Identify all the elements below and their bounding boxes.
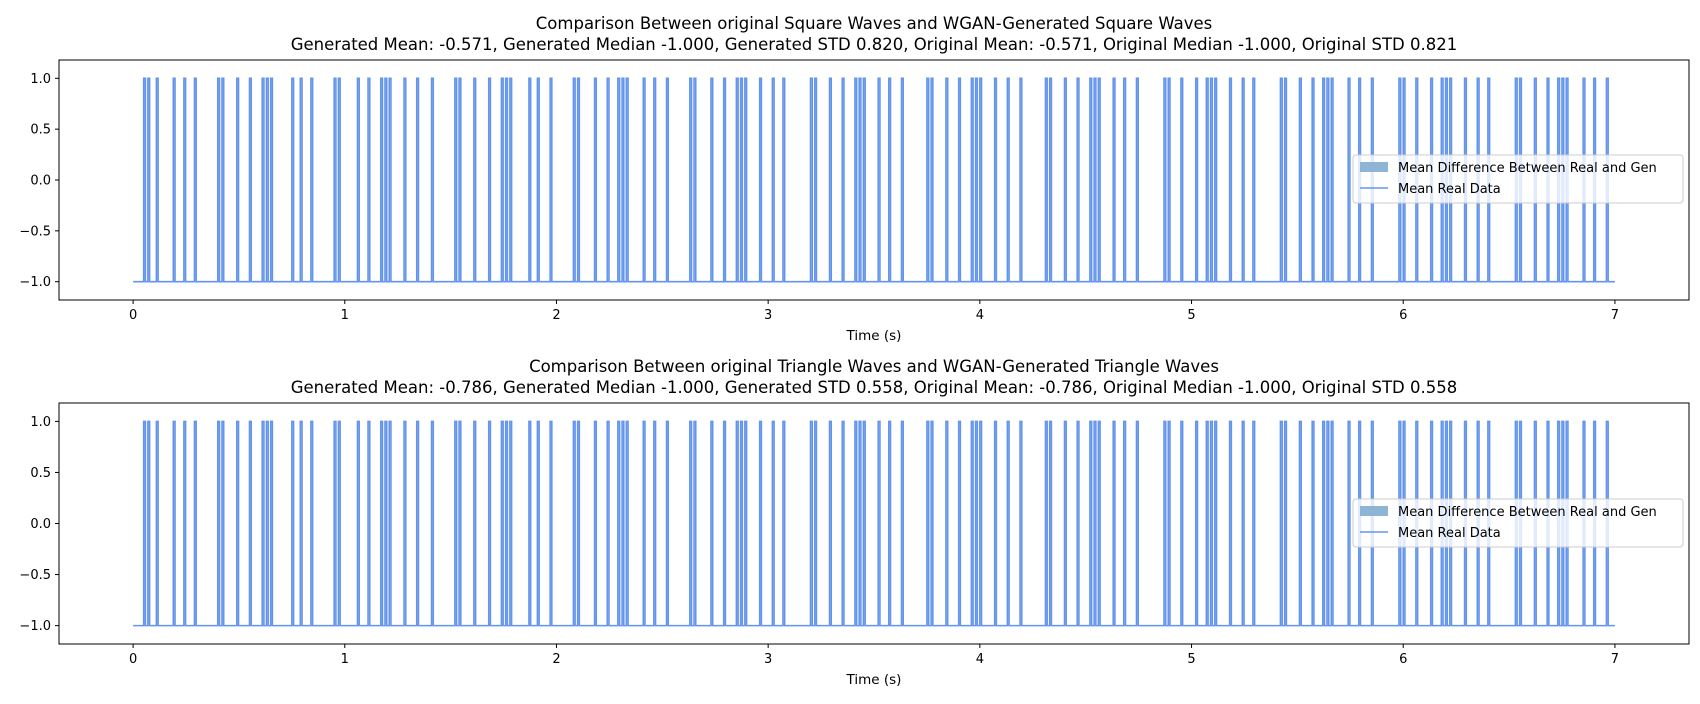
chart-2-title: Comparison Between original Triangle Wav… bbox=[529, 357, 1219, 376]
x-tick-label: 6 bbox=[1399, 308, 1407, 323]
x-tick-label: 4 bbox=[976, 652, 984, 667]
chart-1-title: Comparison Between original Square Waves… bbox=[536, 14, 1212, 33]
y-tick-label: 1.0 bbox=[30, 415, 51, 430]
x-tick-label: 7 bbox=[1611, 308, 1619, 323]
y-tick-label: 0.5 bbox=[30, 123, 51, 138]
x-tick-label: 2 bbox=[552, 652, 560, 667]
chart-2-legend-label-mean-real: Mean Real Data bbox=[1398, 526, 1501, 541]
x-tick-label: 3 bbox=[764, 308, 772, 323]
y-tick-label: −1.0 bbox=[19, 275, 51, 290]
chart-1-xlabel: Time (s) bbox=[846, 328, 902, 344]
x-tick-label: 7 bbox=[1611, 652, 1619, 667]
y-tick-label: 0.0 bbox=[30, 174, 51, 189]
series-line-mean-real-data bbox=[133, 420, 1615, 627]
chart-1-legend-box bbox=[1352, 154, 1684, 204]
chart-2-y-axis: 1.0 0.5 0.0 −0.5 −1.0 bbox=[19, 415, 59, 634]
y-tick-label: −0.5 bbox=[19, 224, 51, 239]
series-line-mean-real-data bbox=[133, 77, 1615, 283]
x-tick-label: 1 bbox=[341, 652, 349, 667]
y-tick-label: −0.5 bbox=[19, 568, 51, 583]
chart-2-x-axis: 0 1 2 3 4 5 6 7 bbox=[129, 644, 1619, 667]
x-tick-label: 2 bbox=[552, 308, 560, 323]
chart-1-legend: Mean Difference Between Real and Gen Mea… bbox=[1352, 154, 1684, 204]
chart-2-legend: Mean Difference Between Real and Gen Mea… bbox=[1352, 498, 1684, 548]
x-tick-label: 1 bbox=[341, 308, 349, 323]
y-tick-label: −1.0 bbox=[19, 619, 51, 634]
chart-2-xlabel: Time (s) bbox=[846, 672, 902, 688]
chart-panel-2: Comparison Between original Triangle Wav… bbox=[19, 357, 1690, 688]
y-tick-label: 0.0 bbox=[30, 517, 51, 532]
chart-1-subtitle: Generated Mean: -0.571, Generated Median… bbox=[291, 35, 1458, 54]
chart-1-series-mean-real-data bbox=[133, 77, 1615, 283]
chart-1-legend-patch-mean-difference bbox=[1360, 162, 1388, 172]
chart-2-subtitle: Generated Mean: -0.786, Generated Median… bbox=[291, 378, 1458, 397]
chart-2-legend-box bbox=[1352, 498, 1684, 548]
chart-1-x-axis: 0 1 2 3 4 5 6 7 bbox=[129, 300, 1619, 323]
x-tick-label: 4 bbox=[976, 308, 984, 323]
x-tick-label: 5 bbox=[1187, 308, 1195, 323]
y-tick-label: 1.0 bbox=[30, 72, 51, 87]
x-tick-label: 0 bbox=[129, 308, 137, 323]
y-tick-label: 0.5 bbox=[30, 466, 51, 481]
x-tick-label: 3 bbox=[764, 652, 772, 667]
chart-1-legend-label-mean-difference: Mean Difference Between Real and Gen bbox=[1398, 161, 1657, 176]
x-tick-label: 6 bbox=[1399, 652, 1407, 667]
x-tick-label: 0 bbox=[129, 652, 137, 667]
chart-2-series-mean-real-data bbox=[133, 420, 1615, 627]
chart-1-y-axis: 1.0 0.5 0.0 −0.5 −1.0 bbox=[19, 72, 59, 290]
chart-2-legend-patch-mean-difference bbox=[1360, 506, 1388, 516]
x-tick-label: 5 bbox=[1187, 652, 1195, 667]
chart-panel-1: Comparison Between original Square Waves… bbox=[19, 14, 1690, 344]
chart-1-legend-label-mean-real: Mean Real Data bbox=[1398, 182, 1501, 197]
chart-2-legend-label-mean-difference: Mean Difference Between Real and Gen bbox=[1398, 505, 1657, 520]
